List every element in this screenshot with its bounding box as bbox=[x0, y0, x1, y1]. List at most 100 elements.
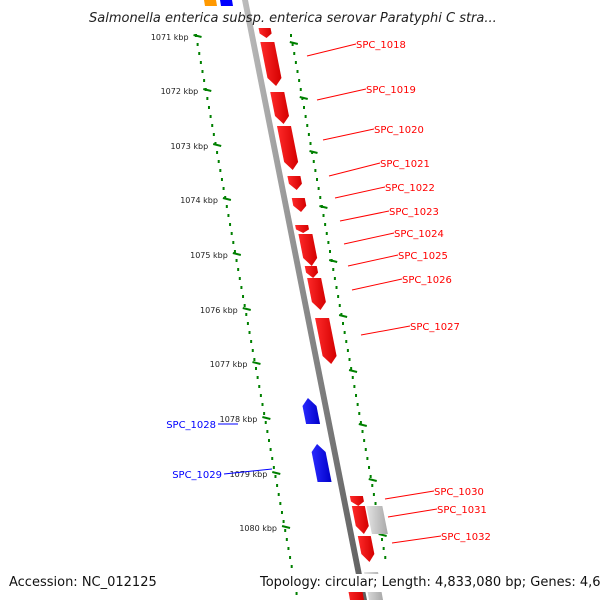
label-connector bbox=[316, 88, 367, 101]
ruler-dot bbox=[384, 556, 387, 559]
gene-spc-1027-segment[interactable] bbox=[315, 318, 337, 364]
ruler-dot bbox=[242, 295, 245, 298]
gene-label[interactable]: SPC_1020 bbox=[374, 125, 424, 136]
gene-label[interactable]: SPC_1032 bbox=[441, 532, 491, 543]
ruler-dot bbox=[319, 196, 322, 199]
ruler-dot bbox=[212, 133, 215, 136]
gene-label[interactable]: SPC_1018 bbox=[356, 40, 406, 51]
ruler-dot bbox=[282, 520, 285, 523]
gene-spc-1021[interactable] bbox=[276, 126, 299, 170]
ruler-dot bbox=[216, 151, 219, 154]
gene-spc-1023[interactable] bbox=[291, 198, 307, 212]
ruler-dot bbox=[235, 259, 238, 262]
ruler-label: 1072 kbp bbox=[161, 87, 199, 96]
ruler-dot bbox=[340, 313, 343, 316]
gene-spc-1026[interactable] bbox=[304, 266, 319, 278]
backbone-line bbox=[242, 0, 367, 600]
ruler-dot bbox=[316, 178, 319, 181]
label-connector bbox=[343, 232, 395, 245]
ruler-tick bbox=[262, 416, 271, 420]
ruler-dot bbox=[309, 142, 312, 145]
ruler-dot bbox=[277, 493, 280, 496]
map-title: Salmonella enterica subsp. enterica sero… bbox=[89, 11, 497, 26]
ruler-label: 1074 kbp bbox=[180, 196, 218, 205]
ruler-tick bbox=[203, 88, 212, 92]
ruler-dot bbox=[306, 124, 309, 127]
ruler-dot bbox=[338, 304, 341, 307]
ruler-dot bbox=[299, 88, 302, 91]
ruler-dot bbox=[314, 169, 317, 172]
gene-spc-1019[interactable] bbox=[260, 42, 282, 86]
ruler-dot bbox=[312, 160, 315, 163]
gene-spc-1020[interactable] bbox=[270, 92, 290, 124]
gene-label[interactable]: SPC_1021 bbox=[380, 159, 430, 170]
ruler-dot bbox=[232, 241, 235, 244]
ruler-dot bbox=[269, 448, 272, 451]
ruler-dot bbox=[258, 385, 261, 388]
ruler-dot bbox=[298, 79, 301, 82]
blue-gene-partial bbox=[220, 0, 233, 6]
gene-spc-1029[interactable] bbox=[311, 444, 332, 482]
gene-spc-1028[interactable] bbox=[302, 398, 321, 424]
ruler-label: 1078 kbp bbox=[220, 415, 258, 424]
ruler-label: 1073 kbp bbox=[170, 142, 208, 151]
top-partial-features bbox=[204, 0, 233, 6]
gene-label[interactable]: SPC_1028 bbox=[166, 420, 216, 431]
footer-background bbox=[258, 574, 592, 592]
ruler-dot bbox=[317, 187, 320, 190]
ruler-dot bbox=[207, 106, 210, 109]
gene-label[interactable]: SPC_1025 bbox=[398, 251, 448, 262]
gene-spc-1032[interactable] bbox=[357, 536, 375, 562]
gene-label[interactable]: SPC_1031 bbox=[437, 505, 487, 516]
ruler-dot bbox=[217, 160, 220, 163]
ruler-dot bbox=[237, 268, 240, 271]
ruler-dot bbox=[271, 457, 274, 460]
gene-spc-1030[interactable] bbox=[349, 496, 364, 506]
gene-label[interactable]: SPC_1029 bbox=[172, 470, 222, 481]
gene-spc-1031[interactable] bbox=[351, 506, 369, 534]
label-connector bbox=[328, 162, 381, 177]
gene-spc-1024[interactable] bbox=[295, 225, 309, 233]
gene-spc-1027[interactable] bbox=[307, 278, 326, 310]
ruler-dot bbox=[356, 403, 359, 406]
gene-spc-1022[interactable] bbox=[287, 176, 302, 190]
backbone bbox=[242, 0, 367, 600]
ruler-tick-outer bbox=[348, 369, 358, 373]
label-connector bbox=[384, 490, 435, 500]
label-connector bbox=[223, 468, 273, 475]
ruler-dot bbox=[261, 403, 264, 406]
ruler-inner: 1071 kbp 1072 kbp 1073 kbp 1074 kbp 1075 kbp… bbox=[151, 33, 301, 595]
ruler-dot bbox=[280, 511, 283, 514]
gene-label[interactable]: SPC_1030 bbox=[434, 487, 484, 498]
gene-features bbox=[258, 28, 388, 562]
ruler-label: 1075 kbp bbox=[190, 251, 228, 260]
ruler-dot bbox=[307, 133, 310, 136]
ruler-dot bbox=[264, 421, 267, 424]
ruler-tick-outer bbox=[368, 478, 377, 482]
gene-label[interactable]: SPC_1019 bbox=[366, 85, 416, 96]
ruler-dot bbox=[353, 385, 356, 388]
ruler-dot bbox=[327, 241, 330, 244]
gene-label[interactable]: SPC_1027 bbox=[410, 322, 460, 333]
gene-label[interactable]: SPC_1026 bbox=[402, 275, 452, 286]
gene-spc-1018[interactable] bbox=[258, 28, 272, 38]
gene-spc-1025[interactable] bbox=[298, 234, 318, 266]
ruler-dot bbox=[225, 205, 228, 208]
ruler-dot bbox=[332, 268, 335, 271]
gene-label[interactable]: SPC_1024 bbox=[394, 229, 444, 240]
gene-label[interactable]: SPC_1023 bbox=[389, 207, 439, 218]
orange-gene-partial bbox=[204, 0, 217, 6]
ruler-dot bbox=[369, 475, 372, 478]
ruler-dot bbox=[325, 232, 328, 235]
ruler-dot bbox=[274, 475, 277, 478]
other-feature[interactable] bbox=[366, 506, 388, 534]
ruler-dot bbox=[243, 304, 246, 307]
ruler-dot bbox=[290, 565, 293, 568]
ruler-dot bbox=[279, 502, 282, 505]
label-connector bbox=[334, 186, 386, 199]
gene-label[interactable]: SPC_1022 bbox=[385, 183, 435, 194]
ruler-tick-outer bbox=[358, 423, 368, 427]
ruler-dot bbox=[303, 106, 306, 109]
ruler-tick bbox=[242, 307, 251, 311]
ruler-dot bbox=[291, 43, 294, 46]
